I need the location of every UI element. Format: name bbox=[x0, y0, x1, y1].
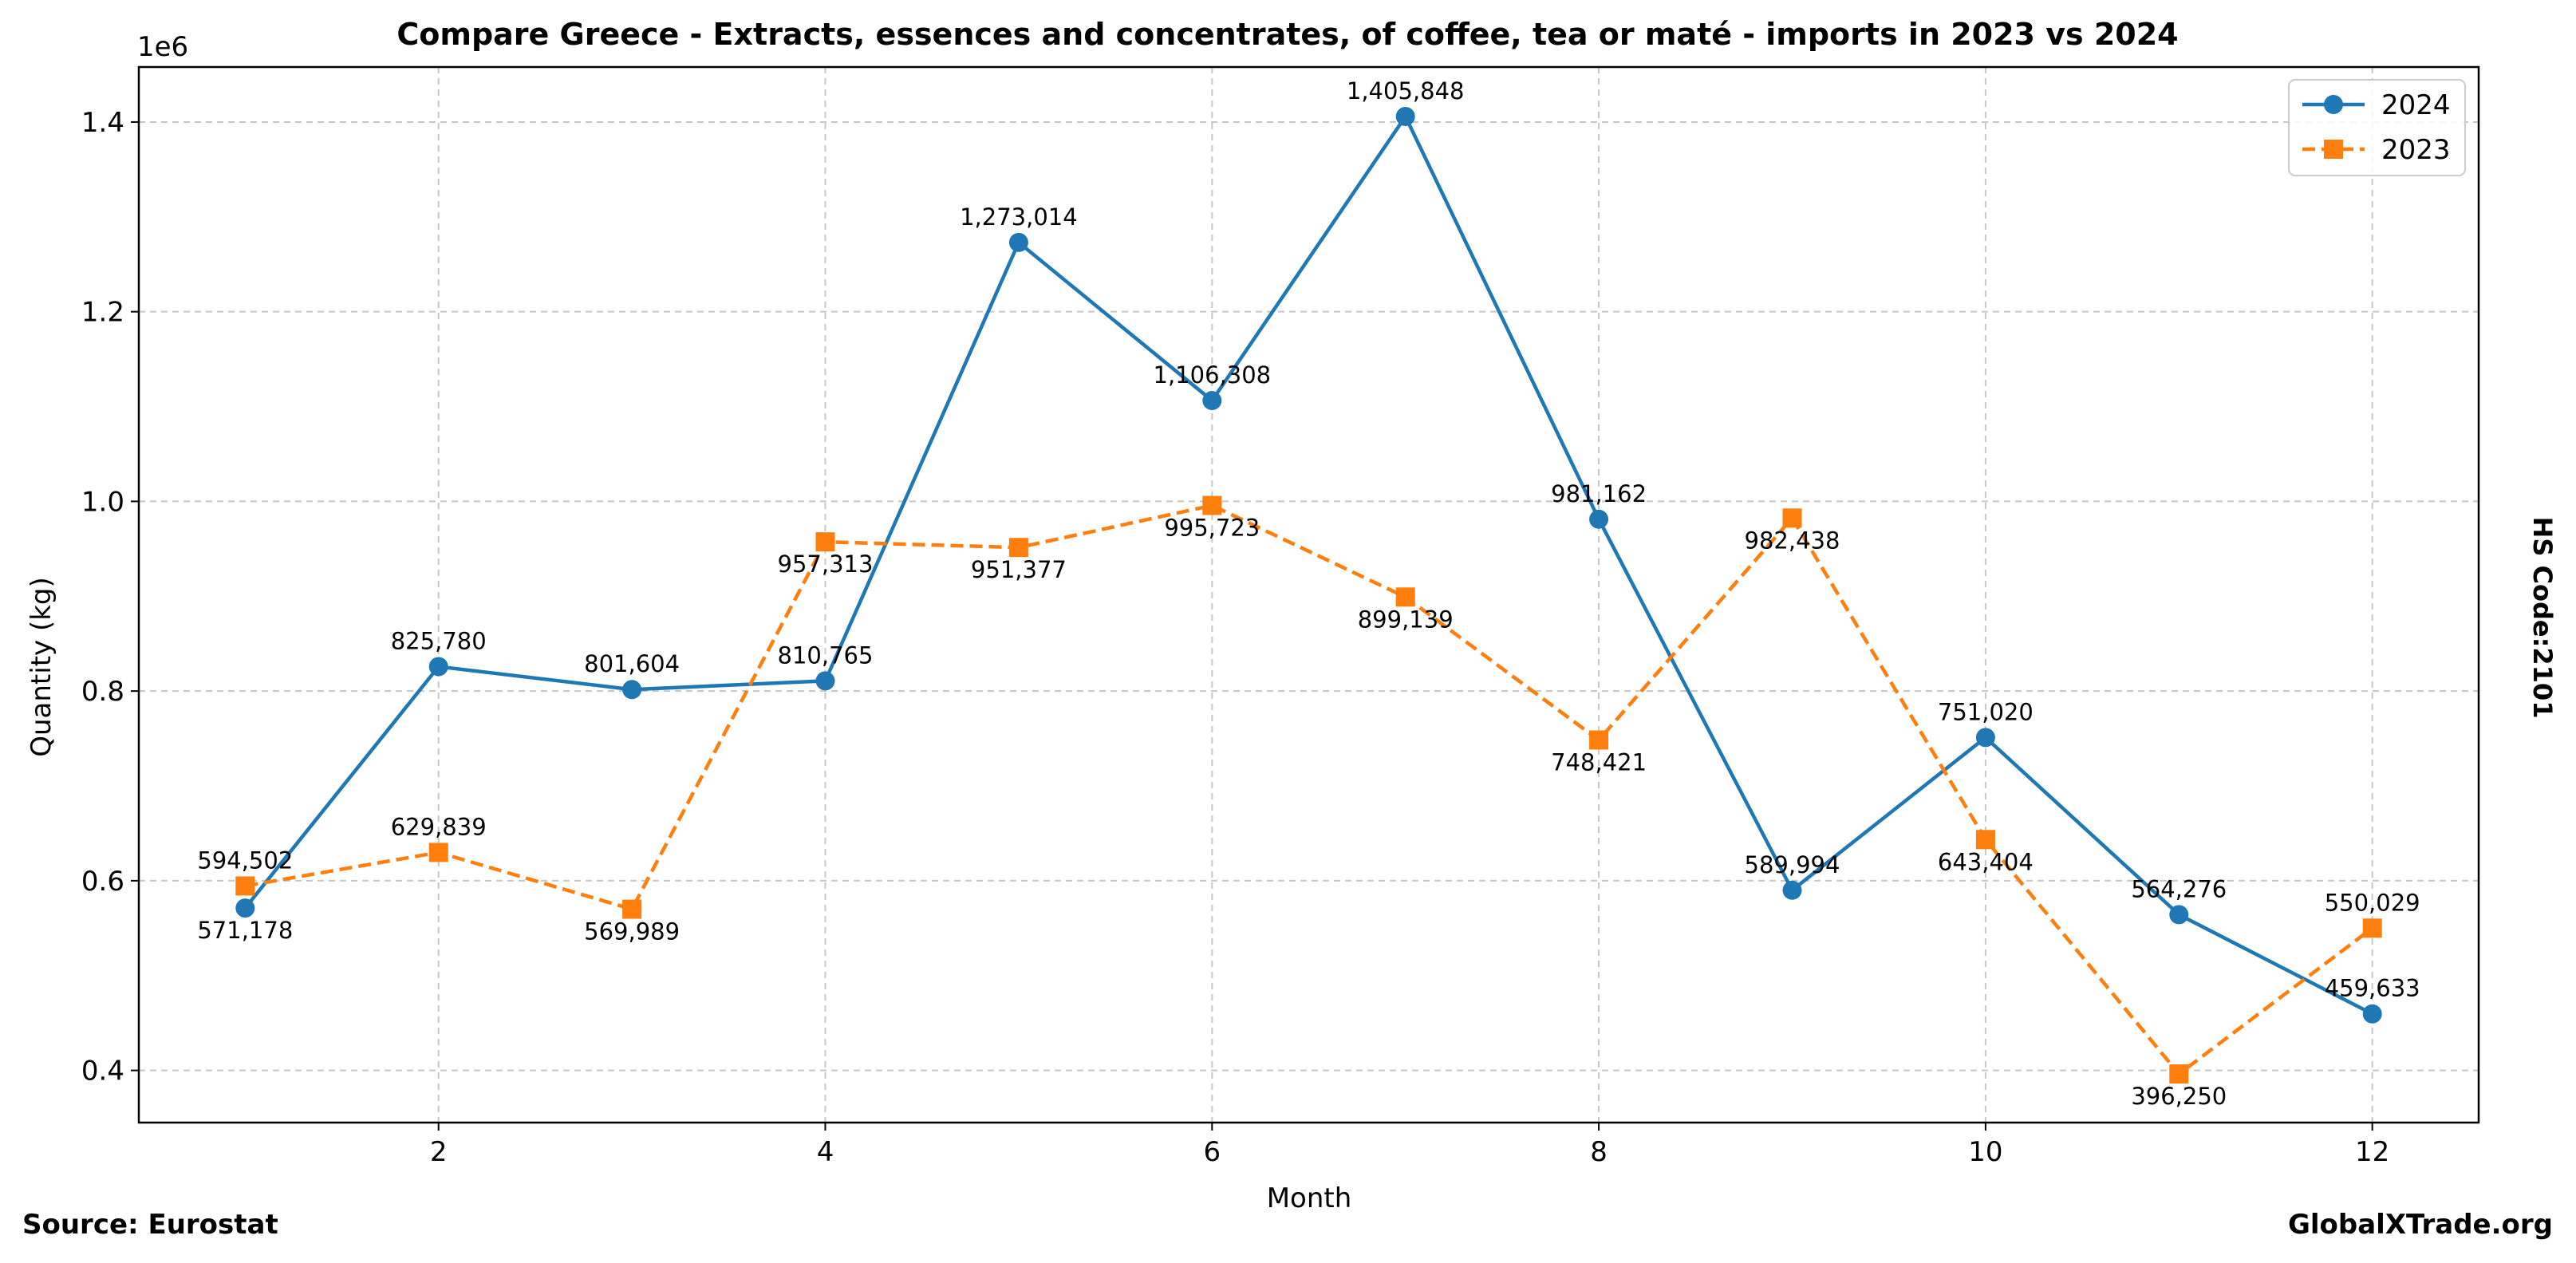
data-label-2024: 801,604 bbox=[584, 650, 680, 677]
source-label: Source: Eurostat bbox=[22, 1209, 278, 1241]
data-label-2023: 982,438 bbox=[1745, 527, 1840, 554]
data-point-2023 bbox=[1202, 495, 1222, 515]
data-point-2023 bbox=[1589, 730, 1609, 750]
x-tick-label: 8 bbox=[1590, 1136, 1608, 1168]
series-2023 bbox=[235, 495, 2382, 1084]
data-label-2024: 751,020 bbox=[1938, 698, 2034, 725]
data-label-2023: 396,250 bbox=[2131, 1083, 2227, 1110]
data-label-2023: 951,377 bbox=[971, 556, 1067, 583]
data-label-2024: 1,273,014 bbox=[960, 203, 1078, 231]
legend-item-2023: 2023 bbox=[2302, 134, 2451, 166]
chart-title: Compare Greece - Extracts, essences and … bbox=[396, 17, 2178, 52]
data-point-2023 bbox=[2169, 1064, 2189, 1084]
y-tick-label: 0.4 bbox=[81, 1056, 124, 1087]
data-point-2024 bbox=[815, 671, 835, 691]
data-label-2024: 1,405,848 bbox=[1347, 77, 1465, 105]
data-label-2023: 995,723 bbox=[1164, 514, 1260, 541]
data-label-2023: 748,421 bbox=[1551, 748, 1647, 776]
data-point-2024 bbox=[1589, 509, 1609, 529]
data-label-2023: 643,404 bbox=[1938, 848, 2034, 875]
watermark-label: GlobalXTrade.org bbox=[2288, 1209, 2553, 1241]
data-point-2023 bbox=[622, 899, 642, 919]
data-label-2024: 459,633 bbox=[2325, 975, 2420, 1002]
grid-lines bbox=[139, 67, 2479, 1123]
series-2024 bbox=[235, 106, 2382, 1024]
data-label-2024: 981,162 bbox=[1551, 480, 1647, 507]
legend: 2024 2023 bbox=[2288, 79, 2466, 176]
data-point-2023 bbox=[235, 876, 255, 896]
y-tick-label: 0.8 bbox=[81, 676, 124, 708]
data-labels: 571,178 825,780 801,604 810,765 1,273,014 1,1… bbox=[197, 77, 2420, 1110]
legend-label-2024: 2024 bbox=[2381, 89, 2451, 121]
x-axis-label: Month bbox=[1267, 1182, 1352, 1214]
data-point-2023 bbox=[815, 532, 835, 552]
y-tick-label: 1.4 bbox=[81, 107, 124, 139]
legend-item-2024: 2024 bbox=[2302, 89, 2451, 121]
y-axis-offset-label: 1e6 bbox=[137, 31, 188, 63]
plot-area-frame bbox=[137, 65, 2480, 1124]
x-tick-label: 6 bbox=[1203, 1136, 1221, 1168]
data-point-2024 bbox=[622, 680, 642, 700]
data-point-2024 bbox=[2169, 905, 2189, 925]
data-point-2024 bbox=[1782, 880, 1802, 900]
data-label-2024: 810,765 bbox=[778, 641, 874, 669]
data-label-2023: 550,029 bbox=[2325, 889, 2420, 916]
y-tick-label: 1.2 bbox=[81, 297, 124, 329]
data-point-2023 bbox=[1782, 508, 1802, 528]
data-point-2023 bbox=[428, 843, 448, 862]
data-point-2024 bbox=[428, 657, 448, 677]
data-label-2023: 899,139 bbox=[1358, 606, 1454, 633]
data-label-2023: 594,502 bbox=[197, 847, 293, 874]
legend-marker-2023 bbox=[2324, 140, 2343, 159]
data-series bbox=[235, 106, 2382, 1084]
data-point-2023 bbox=[1008, 538, 1028, 558]
data-point-2024 bbox=[1395, 106, 1415, 126]
data-label-2023: 629,839 bbox=[391, 813, 487, 840]
x-tick-label: 12 bbox=[2355, 1136, 2389, 1168]
data-label-2024: 1,106,308 bbox=[1154, 361, 1272, 389]
series-line-2023 bbox=[244, 503, 2374, 1077]
data-label-2023: 957,313 bbox=[778, 551, 874, 578]
data-label-2023: 569,989 bbox=[584, 918, 680, 945]
x-tick-label: 4 bbox=[817, 1136, 834, 1168]
y-tick-label: 1.0 bbox=[81, 486, 124, 518]
data-point-2023 bbox=[1395, 587, 1415, 607]
data-point-2024 bbox=[1008, 232, 1028, 252]
data-point-2024 bbox=[1202, 391, 1222, 411]
data-label-2024: 564,276 bbox=[2131, 875, 2227, 902]
data-point-2024 bbox=[2362, 1004, 2382, 1024]
data-point-2024 bbox=[235, 898, 255, 918]
axis-ticks: 2 4 6 8 10 12 0.4 0.6 0.8 1.0 1.2 1.4 bbox=[81, 107, 2389, 1168]
data-point-2023 bbox=[2362, 918, 2382, 938]
data-label-2024: 589,994 bbox=[1745, 851, 1840, 878]
data-label-2024: 571,178 bbox=[197, 917, 293, 944]
series-line-2024 bbox=[243, 112, 2373, 1016]
x-tick-label: 10 bbox=[1968, 1136, 2002, 1168]
data-point-2023 bbox=[1975, 830, 1995, 850]
y-axis-label: Quantity (kg) bbox=[26, 577, 57, 757]
hs-code-label: HS Code:2101 bbox=[2527, 517, 2558, 719]
x-tick-label: 2 bbox=[430, 1136, 448, 1168]
data-label-2024: 825,780 bbox=[391, 628, 487, 655]
legend-label-2023: 2023 bbox=[2381, 134, 2451, 166]
y-tick-label: 0.6 bbox=[81, 866, 124, 898]
legend-marker-2024 bbox=[2324, 95, 2343, 114]
data-point-2024 bbox=[1975, 728, 1995, 748]
